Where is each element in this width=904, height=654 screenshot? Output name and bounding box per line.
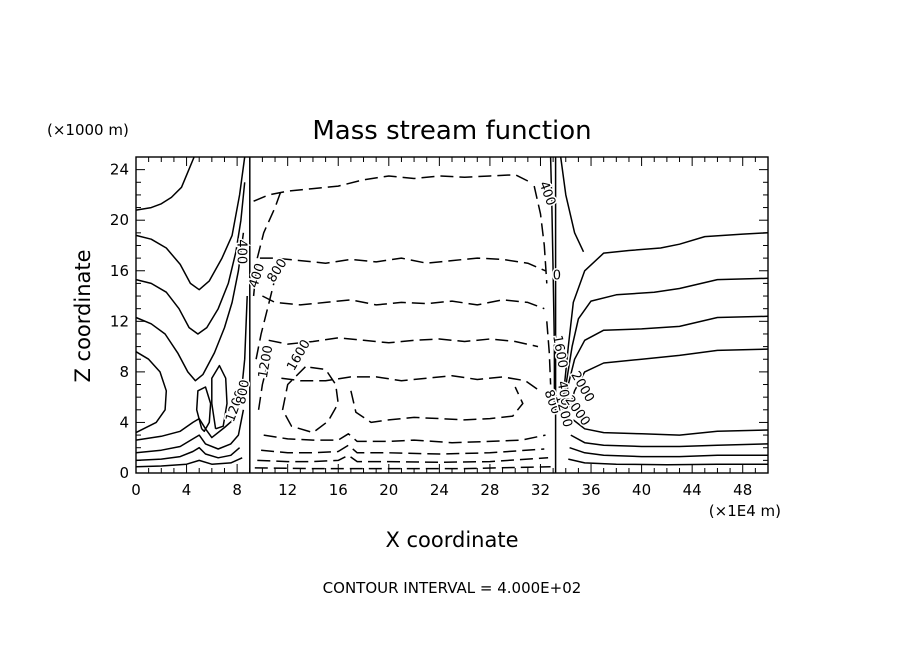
contour-line-34 (252, 189, 283, 297)
y-axis-ticks: 0 4 8 12 16 20 24 (110, 156, 768, 482)
contour-line-21 (559, 156, 585, 253)
contour-line-14 (562, 277, 769, 404)
y-tick-label: 16 (110, 262, 129, 280)
y-tick-label: 24 (110, 161, 129, 179)
contour-line-22 (549, 156, 556, 410)
contour-label-7: 400 (536, 179, 559, 207)
contour-line-16 (568, 348, 769, 408)
contour-line-17 (572, 419, 769, 436)
x-axis-label: X coordinate (385, 528, 518, 552)
contour-interval-note: CONTOUR INTERVAL = 4.000E+02 (323, 579, 582, 597)
contour-line-26 (268, 337, 539, 348)
x-tick-label: 44 (683, 481, 702, 499)
contour-line-7 (135, 295, 248, 441)
contour-lines (135, 156, 769, 473)
contour-line-32 (257, 454, 549, 464)
contour-line-4 (135, 351, 168, 434)
contour-line-9 (135, 446, 241, 462)
x-tick-label: 48 (733, 481, 752, 499)
contour-line-20 (568, 458, 768, 466)
contour-line-15 (563, 315, 769, 404)
contour-line-29 (350, 386, 524, 424)
contour-line-2 (135, 182, 246, 335)
y-tick-label: 4 (119, 413, 129, 431)
x-tick-label: 28 (480, 481, 499, 499)
contour-line-31 (261, 444, 545, 455)
contour-label-6: 800 (234, 379, 253, 406)
x-tick-label: 8 (232, 481, 242, 499)
contour-label-3: 1200 (256, 344, 277, 379)
x-tick-label: 4 (182, 481, 192, 499)
y-tick-label: 8 (119, 363, 129, 381)
x-tick-label: 24 (430, 481, 449, 499)
contour-line-1 (135, 156, 246, 291)
contour-line-19 (569, 446, 768, 458)
contour-line-37 (533, 185, 548, 284)
contour-line-5 (195, 386, 212, 433)
contour-line-35 (255, 283, 275, 360)
y-tick-label: 20 (110, 211, 129, 229)
contour-line-6 (211, 364, 228, 430)
contour-line-38 (546, 321, 552, 385)
x-tick-label: 32 (531, 481, 550, 499)
x-axis-ticks: 0 4 8 12 16 20 24 28 32 36 40 44 48 (131, 157, 769, 499)
x-tick-label: 40 (632, 481, 651, 499)
y-tick-label: 0 (119, 464, 129, 482)
x-tick-label: 36 (581, 481, 600, 499)
contour-label-4: 1600 (284, 337, 314, 373)
contour-line-18 (570, 434, 769, 448)
y-tick-label: 12 (110, 312, 129, 330)
contour-line-25 (262, 295, 545, 310)
contour-line-24 (259, 257, 546, 272)
y-unit-label: (×1000 m) (47, 121, 129, 139)
contour-line-23 (253, 173, 531, 202)
contour-line-3 (135, 232, 245, 382)
contour-label-13: 400 (554, 380, 573, 407)
y-axis-label: Z coordinate (71, 249, 95, 382)
x-unit-label: (×1E4 m) (709, 502, 781, 520)
x-tick-label: 20 (379, 481, 398, 499)
contour-line-27 (281, 374, 539, 391)
contour-line-28 (281, 366, 339, 434)
contour-line-10 (135, 457, 243, 468)
plot-frame (135, 156, 769, 474)
contour-label-9: 1600 (549, 334, 570, 369)
contour-line-8 (135, 409, 245, 454)
contour-line-33 (254, 465, 551, 470)
contour-label-0: 400 (233, 239, 248, 264)
contour-label-2: 800 (265, 256, 291, 285)
x-tick-label: 16 (329, 481, 348, 499)
x-tick-label: 12 (278, 481, 297, 499)
contour-line-36 (257, 359, 270, 410)
x-tick-label: 0 (131, 481, 141, 499)
contour-line-13 (561, 232, 769, 410)
contour-line-30 (263, 433, 546, 444)
contour-line-0 (135, 156, 195, 211)
chart-title: Mass stream function (312, 116, 591, 146)
contour-label-8: 0 (553, 268, 561, 283)
